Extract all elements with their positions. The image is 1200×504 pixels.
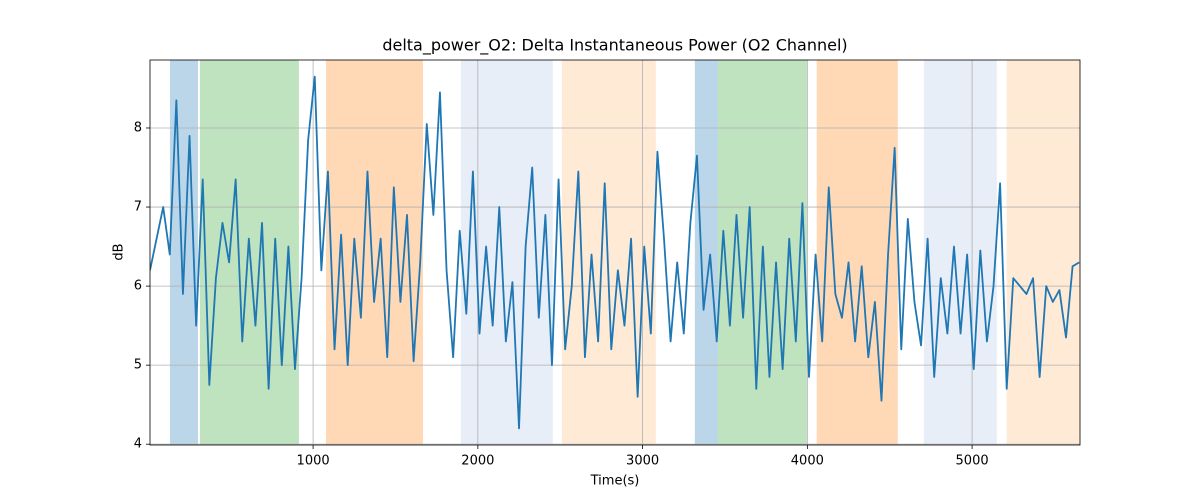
shaded-span xyxy=(923,60,997,445)
x-axis-label: Time(s) xyxy=(590,474,640,489)
y-tick-label: 4 xyxy=(134,437,142,452)
y-tick-label: 7 xyxy=(134,200,142,215)
x-tick-label: 1000 xyxy=(297,454,330,469)
y-axis-label: dB xyxy=(112,243,127,260)
y-tick-label: 6 xyxy=(134,279,142,294)
y-tick-label: 5 xyxy=(134,358,142,373)
x-tick-label: 4000 xyxy=(791,454,824,469)
plot-frame xyxy=(149,59,1081,446)
shaded-span xyxy=(816,60,898,445)
x-tick-label: 3000 xyxy=(626,454,659,469)
shaded-span xyxy=(694,60,718,445)
x-tick-label: 5000 xyxy=(956,454,989,469)
x-tick-label: 2000 xyxy=(461,454,494,469)
y-tick-label: 8 xyxy=(134,120,142,135)
data-line xyxy=(150,75,1080,430)
shaded-span xyxy=(1006,60,1080,445)
shaded-span xyxy=(561,60,656,445)
shaded-span xyxy=(460,60,553,445)
chart-title: delta_power_O2: Delta Instantaneous Powe… xyxy=(382,36,847,56)
